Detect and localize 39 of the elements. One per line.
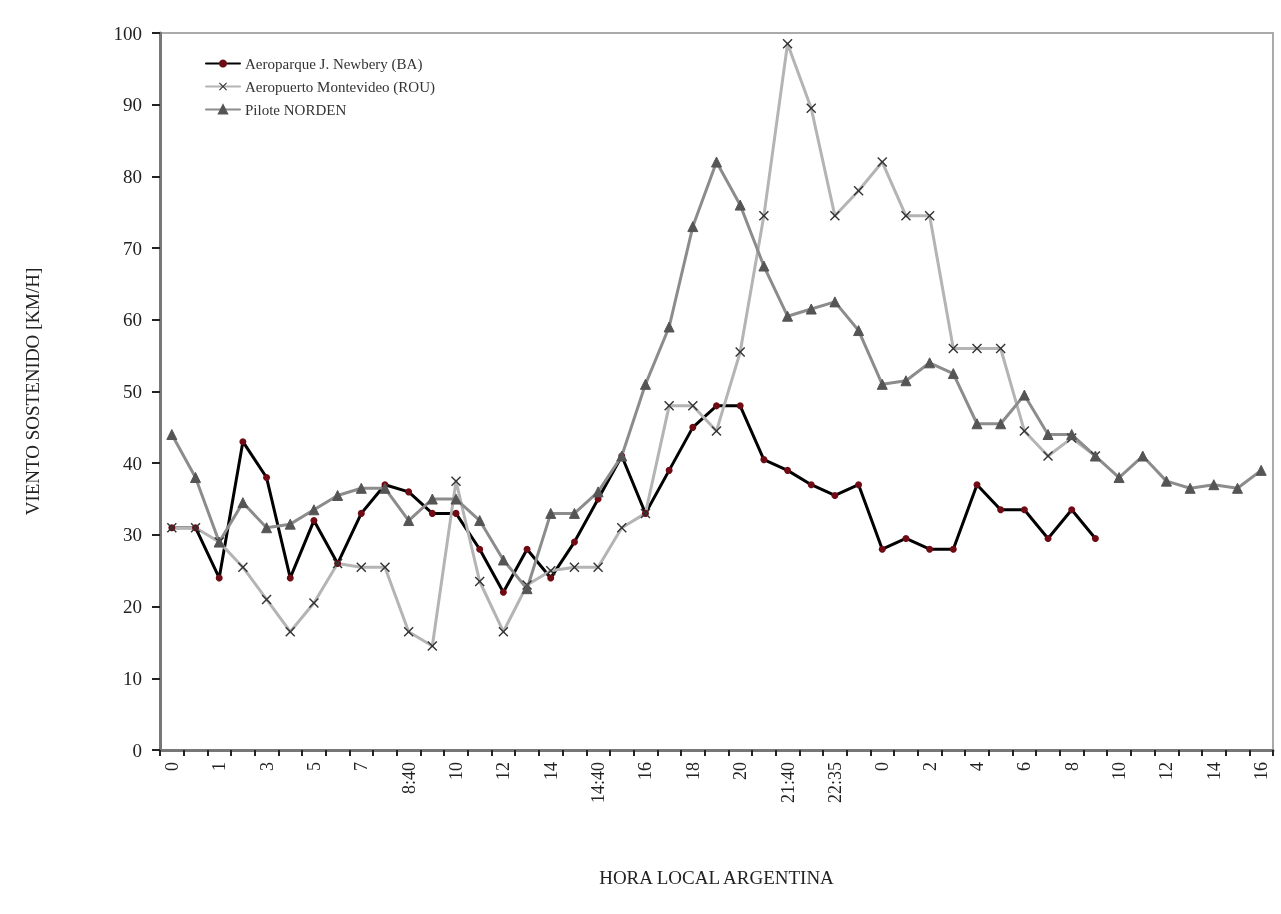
x-tick-label: 1 <box>209 762 230 771</box>
legend-label: Aeroparque J. Newbery (BA) <box>245 55 423 73</box>
x-tick-label: 14:40 <box>588 762 609 804</box>
x-tick-label: 16 <box>1251 762 1272 780</box>
y-tick-label: 10 <box>123 667 142 689</box>
y-tick-label: 80 <box>123 165 142 187</box>
x-tick-label: 14 <box>540 762 561 780</box>
x-tick-label: 20 <box>730 762 751 780</box>
x-tick-label: 22:35 <box>824 762 845 804</box>
x-axis-title: HORA LOCAL ARGENTINA <box>599 867 835 888</box>
x-tick-label: 12 <box>1156 762 1177 780</box>
x-tick-label: 0 <box>161 762 182 771</box>
y-tick-label: 20 <box>123 596 142 618</box>
x-tick-label: 2 <box>919 762 940 771</box>
x-tick-label: 8:40 <box>398 762 419 795</box>
x-tick-label: 10 <box>446 762 467 780</box>
legend-label: Aeropuerto Montevideo (ROU) <box>245 78 435 96</box>
y-tick-label: 40 <box>123 452 142 474</box>
y-tick-label: 90 <box>123 94 142 116</box>
x-tick-label: 18 <box>682 762 703 780</box>
y-tick-label: 70 <box>123 237 142 259</box>
x-tick-label: 16 <box>635 762 656 780</box>
y-axis-title: VIENTO SOSTENIDO [KM/H] <box>22 267 43 516</box>
legend-label: Pilote NORDEN <box>245 101 347 118</box>
y-tick-label: 60 <box>123 309 142 331</box>
x-tick-label: 14 <box>1203 762 1224 780</box>
y-tick-label: 50 <box>123 381 142 402</box>
x-tick-label: 5 <box>303 762 324 771</box>
x-tick-label: 10 <box>1109 762 1130 780</box>
x-tick-label: 12 <box>493 762 514 780</box>
x-tick-label: 4 <box>966 762 987 771</box>
x-tick-label: 3 <box>256 762 277 771</box>
x-tick-label: 6 <box>1014 762 1035 771</box>
x-tick-label: 8 <box>1061 762 1082 771</box>
y-tick-label: 30 <box>123 524 142 546</box>
y-tick-label: 100 <box>113 22 142 44</box>
x-tick-label: 7 <box>351 762 372 771</box>
x-tick-label: 21:40 <box>777 762 798 804</box>
x-tick-label: 0 <box>872 762 893 771</box>
